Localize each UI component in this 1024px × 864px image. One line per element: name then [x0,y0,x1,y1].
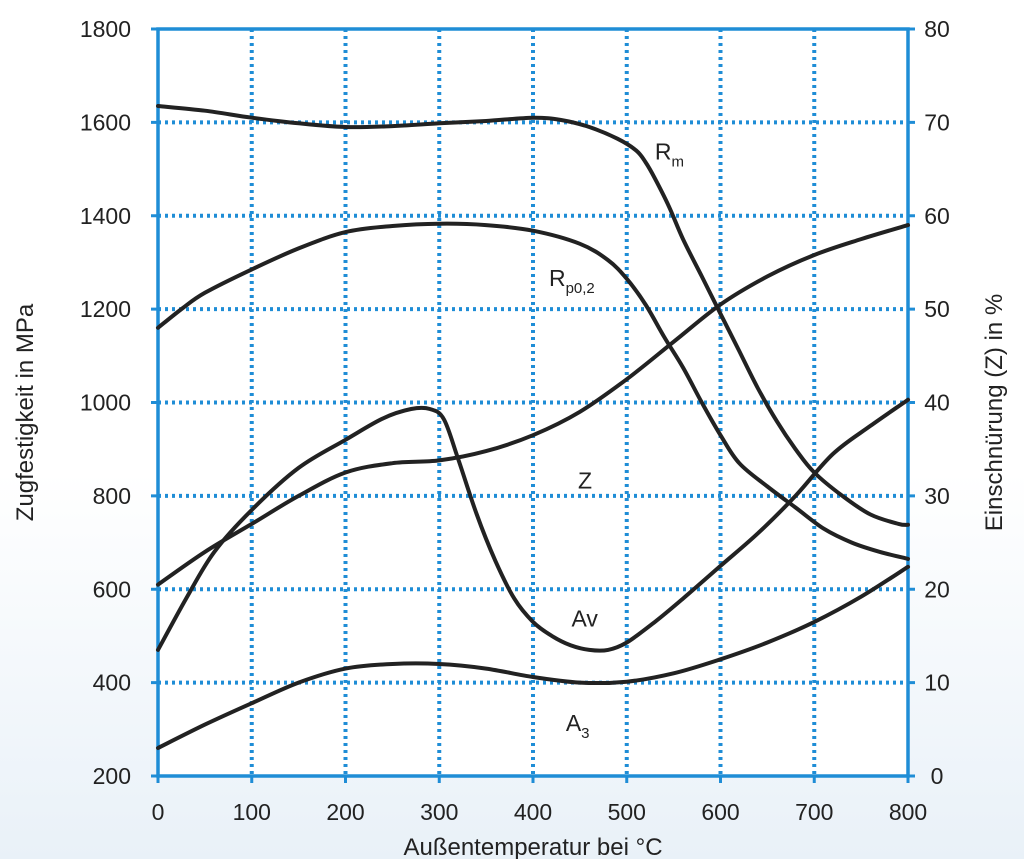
y-left-tick-label: 800 [93,483,131,509]
series-label-rp02: Rp0,2 [549,265,595,297]
y-right-tick-label: 70 [924,109,950,135]
y-right-tick-label: 60 [924,203,950,229]
y-right-axis-title: Einschnürung (Z) in % [981,294,1008,531]
series-label-a3: A3 [566,710,590,742]
x-axis-title: Außentemperatur bei °C [403,834,662,859]
y-right-tick-label: 0 [931,763,944,789]
x-tick-label: 500 [608,799,646,825]
x-tick-label: 400 [514,799,552,825]
y-left-tick-label: 1800 [80,16,131,42]
x-tick-label: 200 [326,799,364,825]
series-line-rp02 [156,221,910,561]
y-right-tick-label: 20 [924,576,950,602]
series-label-rm: Rm [655,139,684,171]
y-left-tick-label: 1200 [80,296,131,322]
x-tick-label: 600 [701,799,739,825]
y-left-tick-label: 1600 [80,109,131,135]
x-tick-label: 300 [420,799,458,825]
series-line-z [156,223,910,587]
y-right-tick-label: 80 [924,16,950,42]
series-label-z: Z [578,467,592,493]
x-tick-label: 700 [795,799,833,825]
series-line-a3 [156,564,910,750]
x-tick-label: 100 [233,799,271,825]
y-left-tick-label: 600 [93,576,131,602]
y-left-tick-label: 400 [93,670,131,696]
y-right-tick-label: 50 [924,296,950,322]
y-left-tick-label: 200 [93,763,131,789]
y-right-tick-label: 10 [924,670,950,696]
series-label-av: Av [571,606,598,632]
series-line-rm [156,104,910,527]
y-right-tick-label: 40 [924,390,950,416]
x-tick-label: 800 [889,799,927,825]
y-left-tick-label: 1000 [80,390,131,416]
y-left-tick-label: 1400 [80,203,131,229]
series-line-av [156,397,910,653]
plot-frame [156,27,910,778]
y-right-tick-label: 30 [924,483,950,509]
x-tick-label: 0 [152,799,165,825]
y-left-axis-title: Zugfestigkeit in MPa [12,303,39,521]
